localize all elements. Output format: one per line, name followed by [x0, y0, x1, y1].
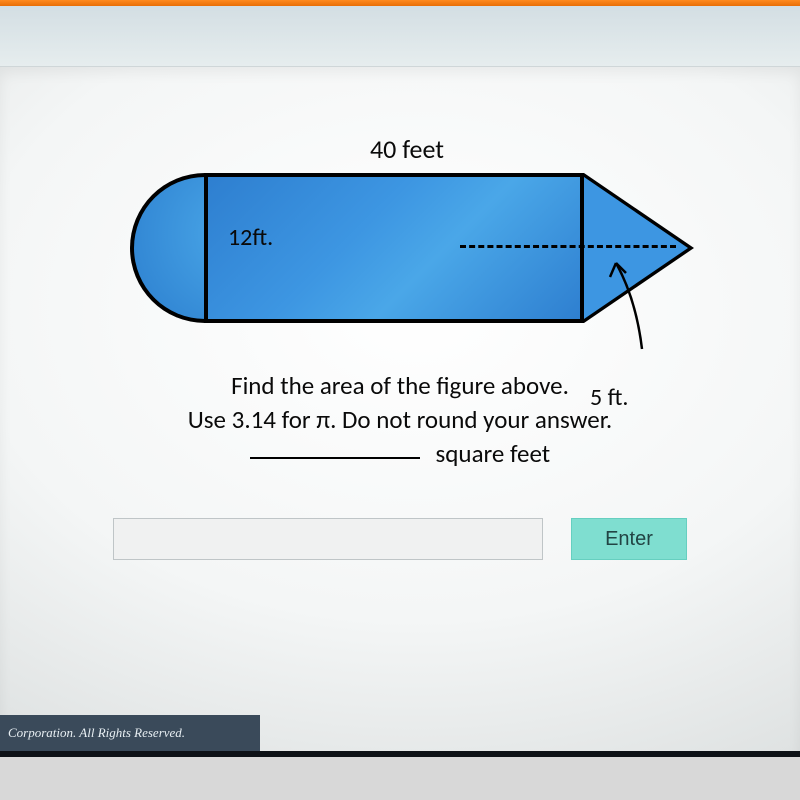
enter-button[interactable]: Enter [571, 518, 687, 560]
question-text: Find the area of the figure above. Use 3… [60, 369, 740, 470]
answer-row: Enter [60, 518, 740, 560]
question-line-2: Use 3.14 for π. Do not round your answer… [188, 404, 613, 435]
unit-suffix: square feet [436, 438, 551, 469]
question-line-1: Find the area of the figure above. [231, 370, 569, 401]
top-width-label: 40 feet [370, 133, 444, 165]
content-page: 40 feet 12ft. 5 ft. Find the area of the… [0, 67, 800, 757]
pointer-arrow-icon [590, 249, 670, 359]
geometry-figure: 40 feet 12ft. [80, 127, 720, 367]
taskbar-sliver [0, 751, 800, 757]
browser-header [0, 6, 800, 67]
height-label: 12ft. [228, 223, 273, 252]
triangle-altitude-dash [460, 245, 676, 248]
footer-copyright: Corporation. All Rights Reserved. [0, 715, 260, 751]
answer-blank-line [250, 453, 420, 459]
triangle-altitude-label: 5 ft. [590, 383, 628, 412]
answer-input[interactable] [113, 518, 543, 560]
problem-content: 40 feet 12ft. 5 ft. Find the area of the… [60, 67, 740, 560]
